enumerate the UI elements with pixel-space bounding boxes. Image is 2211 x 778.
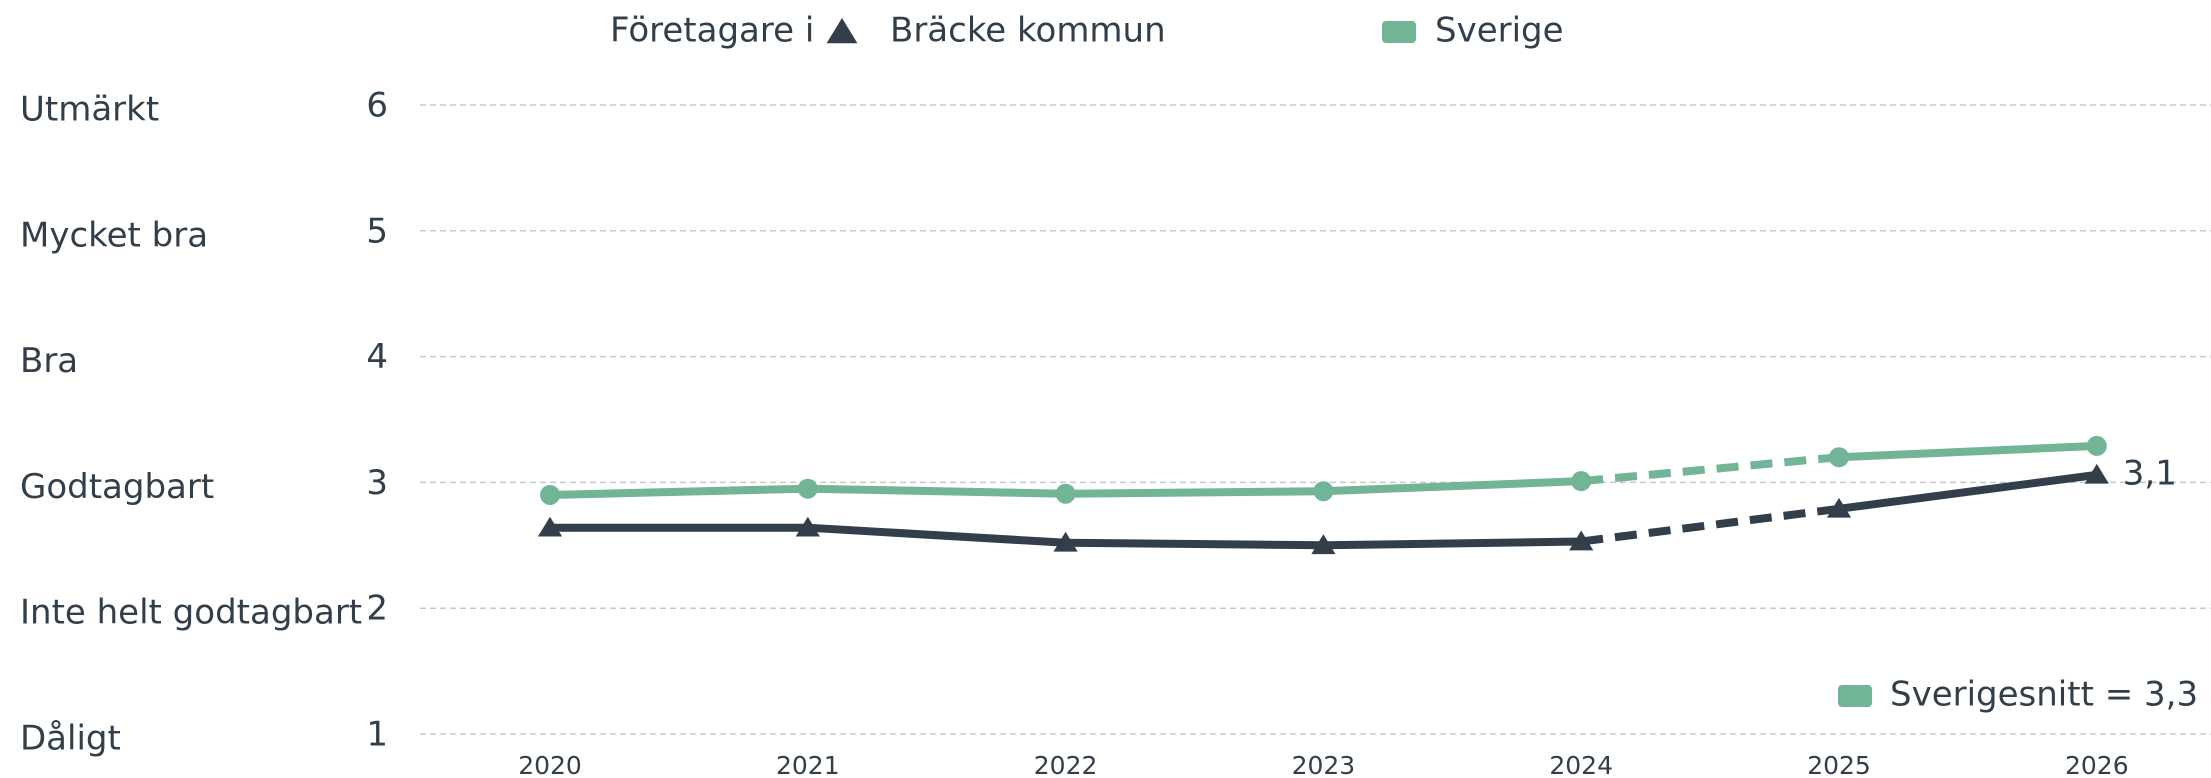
y-level-label: Inte helt godtagbart <box>20 593 362 633</box>
legend-marker <box>1382 21 1416 43</box>
marker <box>795 516 820 537</box>
line <box>1838 441 2097 462</box>
y-tick-label: 5 <box>366 211 388 251</box>
x-tick-label: 2026 <box>2065 751 2129 778</box>
marker <box>1569 530 1594 551</box>
y-tick-label: 4 <box>366 337 388 377</box>
y-level-label: Utmärkt <box>20 90 159 130</box>
value-label: 3,1 <box>2123 453 2177 493</box>
legend-marker <box>826 18 858 44</box>
x-tick-label: 2024 <box>1549 751 1613 778</box>
marker <box>2086 435 2107 456</box>
x-tick-label: 2022 <box>1034 751 1098 778</box>
x-tick-label: 2023 <box>1292 751 1356 778</box>
marker <box>537 516 563 537</box>
marker <box>2084 463 2109 484</box>
annotation: Sverigesnitt = 3,3 <box>1890 675 2198 715</box>
line-dashed <box>1580 504 1840 546</box>
y-tick-label: 3 <box>366 463 388 503</box>
x-tick-label: 2021 <box>776 751 840 778</box>
y-level-label: Dåligt <box>20 719 121 759</box>
marker <box>1053 531 1078 552</box>
y-level-label: Godtagbart <box>20 467 214 507</box>
marker <box>540 484 560 505</box>
line <box>1838 470 2098 513</box>
marker <box>1829 447 1849 468</box>
x-tick-label: 2025 <box>1807 751 1871 778</box>
marker <box>1311 534 1336 555</box>
marker <box>1826 497 1852 518</box>
y-tick-label: 6 <box>366 86 388 126</box>
marker <box>797 478 818 499</box>
annotation-marker <box>1838 685 1872 707</box>
line-dashed <box>1580 453 1840 486</box>
marker <box>1055 483 1076 504</box>
y-level-label: Mycket bra <box>20 215 208 255</box>
x-tick-label: 2020 <box>518 751 582 778</box>
y-tick-label: 2 <box>366 589 388 629</box>
y-tick-label: 1 <box>366 715 388 755</box>
marker <box>1313 481 1334 502</box>
y-level-label: Bra <box>20 341 78 381</box>
legend-label: Bräcke kommun <box>890 11 1166 51</box>
legend-label: Sverige <box>1435 11 1564 51</box>
legend-title: Företagare i <box>610 11 814 51</box>
marker <box>1571 471 1592 492</box>
